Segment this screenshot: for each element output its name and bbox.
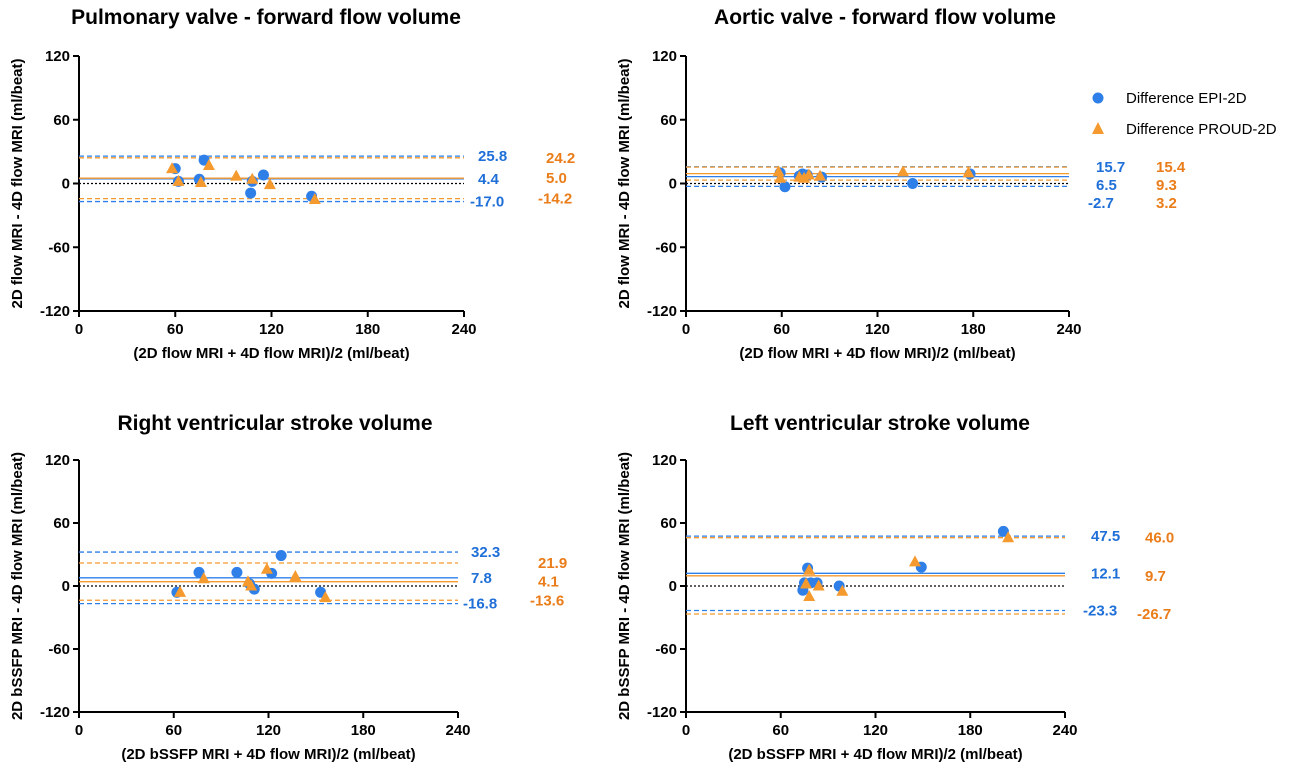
proud-lower-loa-value: -13.6 <box>530 592 564 609</box>
x-tick-label: 240 <box>451 321 476 338</box>
x-tick-label: 120 <box>259 321 284 338</box>
proud-lower-loa-value: 3.2 <box>1156 195 1177 212</box>
x-tick-label: 60 <box>773 321 790 338</box>
legend-triangle-icon <box>1092 122 1104 134</box>
y-tick-label: -120 <box>40 303 70 320</box>
y-tick-label: 0 <box>62 578 70 595</box>
proud-upper-loa-value: 46.0 <box>1145 530 1174 547</box>
epi-lower-loa-value: -23.3 <box>1083 602 1117 619</box>
chart-legend: Difference EPI-2D Difference PROUD-2D <box>1092 90 1277 138</box>
x-tick-label: 240 <box>1052 722 1077 739</box>
y-tick-label: -120 <box>647 704 677 721</box>
x-tick-label: 120 <box>863 722 888 739</box>
y-axis-label: 2D bSSFP MRI - 4D flow MRI (ml/beat) <box>9 452 26 720</box>
epi-mean-value: 12.1 <box>1091 565 1120 582</box>
y-tick-label: -120 <box>647 303 677 320</box>
epi-data-point <box>231 567 242 578</box>
proud-lower-loa-value: -26.7 <box>1137 606 1171 623</box>
proud-lower-loa-value: -14.2 <box>538 191 572 208</box>
y-tick-label: 120 <box>652 452 677 469</box>
x-tick-label: 60 <box>165 722 182 739</box>
epi-mean-value: 4.4 <box>478 171 500 188</box>
proud-upper-loa-value: 24.2 <box>546 150 575 167</box>
proud-upper-loa-value: 15.4 <box>1156 159 1186 176</box>
y-tick-label: 60 <box>660 112 677 129</box>
legend-circle-icon <box>1093 93 1104 104</box>
x-tick-label: 60 <box>772 722 789 739</box>
y-tick-label: -60 <box>655 641 677 658</box>
epi-data-point <box>258 170 269 181</box>
y-tick-label: 120 <box>652 48 677 65</box>
proud-mean-value: 9.3 <box>1156 177 1177 194</box>
y-tick-label: 120 <box>45 452 70 469</box>
x-tick-label: 120 <box>865 321 890 338</box>
y-tick-label: 60 <box>53 515 70 532</box>
proud-data-point <box>230 170 242 181</box>
x-tick-label: 180 <box>958 722 983 739</box>
chart-panel-2: Aortic valve - forward flow volume 120 60 0… <box>616 6 1186 362</box>
chart-title: Right ventricular stroke volume <box>117 412 432 435</box>
x-tick-label: 0 <box>75 722 83 739</box>
epi-upper-loa-value: 47.5 <box>1091 528 1120 545</box>
legend-label: Difference EPI-2D <box>1126 90 1247 107</box>
chart-title: Pulmonary valve - forward flow volume <box>71 6 461 29</box>
epi-upper-loa-value: 25.8 <box>478 148 507 165</box>
x-tick-label: 240 <box>445 722 470 739</box>
y-axis-label: 2D bSSFP MRI - 4D flow MRI (ml/beat) <box>616 452 633 720</box>
proud-data-point <box>289 570 301 581</box>
x-tick-label: 60 <box>167 321 184 338</box>
y-tick-label: 0 <box>669 578 677 595</box>
epi-mean-value: 7.8 <box>471 570 492 587</box>
x-axis-label: (2D bSSFP MRI + 4D flow MRI)/2 (ml/beat) <box>121 746 415 763</box>
chart-panel-4: Left ventricular stroke volume 120 60 0 -60 -… <box>616 412 1174 763</box>
y-axis-label: 2D flow MRI - 4D flow MRI (ml/beat) <box>9 58 26 308</box>
y-tick-label: -120 <box>40 704 70 721</box>
x-tick-label: 0 <box>682 722 690 739</box>
chart-title: Aortic valve - forward flow volume <box>714 6 1056 29</box>
proud-mean-value: 5.0 <box>546 170 567 187</box>
y-axis-label: 2D flow MRI - 4D flow MRI (ml/beat) <box>616 58 633 308</box>
x-axis-label: (2D flow MRI + 4D flow MRI)/2 (ml/beat) <box>133 345 409 362</box>
chart-panel-3: Right ventricular stroke volume 120 60 0 -60… <box>9 412 567 763</box>
epi-data-point <box>907 178 918 189</box>
proud-data-point <box>909 555 921 566</box>
y-tick-label: -60 <box>48 641 70 658</box>
y-tick-label: 0 <box>62 176 70 193</box>
epi-lower-loa-value: -16.8 <box>463 596 497 613</box>
epi-data-point <box>779 181 790 192</box>
x-tick-label: 180 <box>351 722 376 739</box>
y-tick-label: 120 <box>45 48 70 65</box>
y-tick-label: -60 <box>48 239 70 256</box>
y-tick-label: 60 <box>660 515 677 532</box>
epi-data-point <box>245 188 256 199</box>
x-tick-label: 240 <box>1056 321 1081 338</box>
epi-data-point <box>276 550 287 561</box>
chart-panel-1: Pulmonary valve - forward flow volume 120… <box>9 6 575 362</box>
epi-upper-loa-value: 15.7 <box>1096 159 1125 176</box>
y-tick-label: 0 <box>669 176 677 193</box>
epi-mean-value: 6.5 <box>1096 177 1117 194</box>
legend-label: Difference PROUD-2D <box>1126 121 1277 138</box>
chart-title: Left ventricular stroke volume <box>730 412 1030 435</box>
proud-mean-value: 4.1 <box>538 574 559 591</box>
y-tick-label: -60 <box>655 239 677 256</box>
proud-upper-loa-value: 21.9 <box>538 555 567 572</box>
epi-upper-loa-value: 32.3 <box>471 544 500 561</box>
x-tick-label: 180 <box>355 321 380 338</box>
x-tick-label: 180 <box>961 321 986 338</box>
epi-lower-loa-value: -17.0 <box>470 194 504 211</box>
y-tick-label: 60 <box>53 112 70 129</box>
epi-lower-loa-value: -2.7 <box>1088 195 1114 212</box>
x-tick-label: 120 <box>256 722 281 739</box>
proud-mean-value: 9.7 <box>1145 568 1166 585</box>
x-tick-label: 0 <box>682 321 690 338</box>
x-axis-label: (2D flow MRI + 4D flow MRI)/2 (ml/beat) <box>739 345 1015 362</box>
x-axis-label: (2D bSSFP MRI + 4D flow MRI)/2 (ml/beat) <box>728 746 1022 763</box>
x-tick-label: 0 <box>75 321 83 338</box>
